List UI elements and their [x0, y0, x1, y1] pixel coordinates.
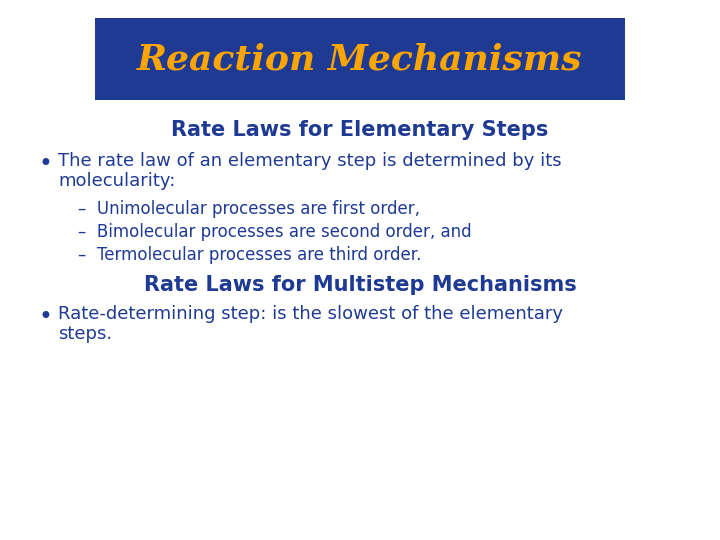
Text: The rate law of an elementary step is determined by its: The rate law of an elementary step is de…	[58, 152, 562, 170]
Text: –  Unimolecular processes are first order,: – Unimolecular processes are first order…	[78, 200, 420, 218]
Text: –  Termolecular processes are third order.: – Termolecular processes are third order…	[78, 246, 421, 264]
FancyBboxPatch shape	[95, 18, 625, 100]
Text: Rate-determining step: is the slowest of the elementary: Rate-determining step: is the slowest of…	[58, 305, 563, 323]
Text: –  Bimolecular processes are second order, and: – Bimolecular processes are second order…	[78, 223, 472, 241]
Text: Rate Laws for Elementary Steps: Rate Laws for Elementary Steps	[171, 120, 549, 140]
Text: •: •	[38, 152, 52, 176]
Text: steps.: steps.	[58, 325, 112, 343]
Text: Reaction Mechanisms: Reaction Mechanisms	[138, 42, 582, 76]
Text: molecularity:: molecularity:	[58, 172, 176, 190]
Text: Rate Laws for Multistep Mechanisms: Rate Laws for Multistep Mechanisms	[143, 275, 577, 295]
Text: •: •	[38, 305, 52, 329]
